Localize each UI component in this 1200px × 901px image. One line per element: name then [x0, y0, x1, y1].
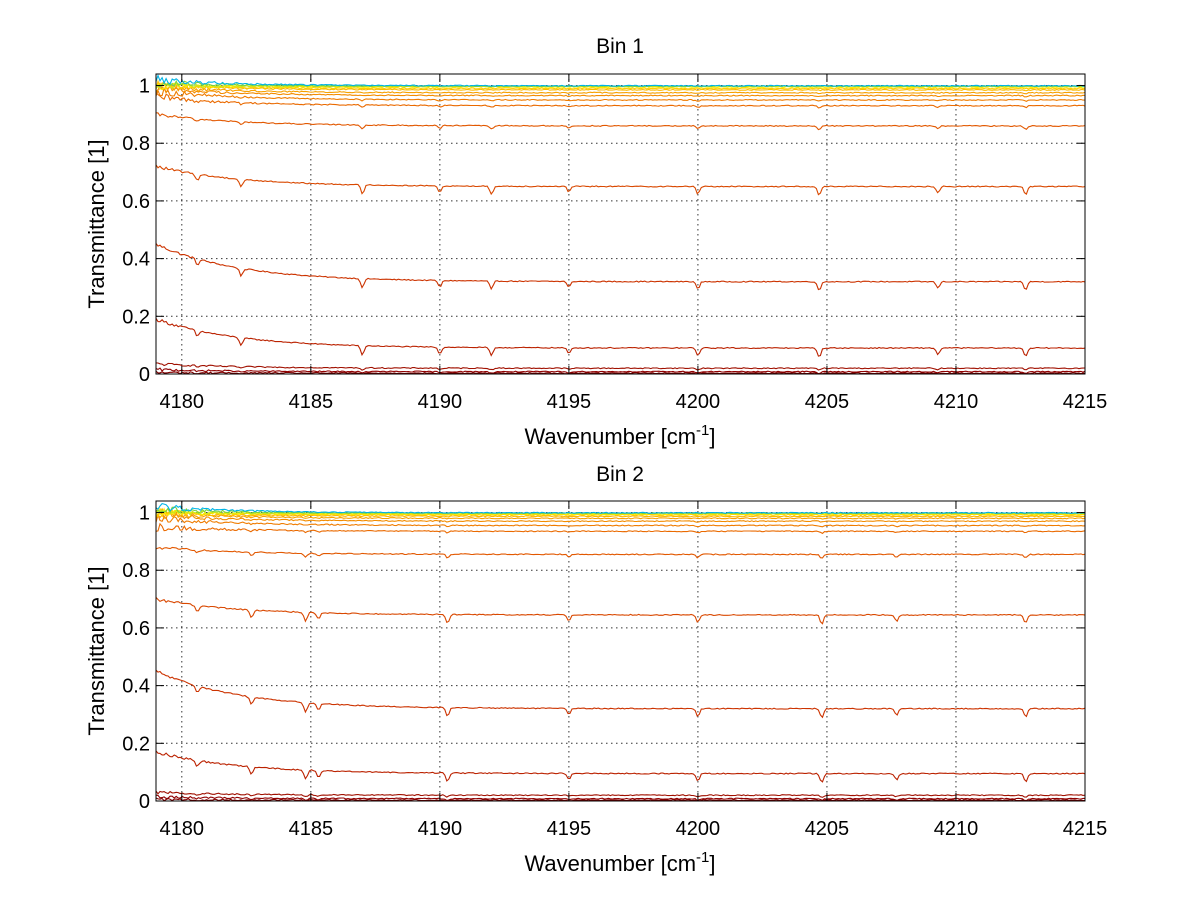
- x-tick-label: 4210: [934, 391, 979, 413]
- subplot-1-series: [156, 73, 1085, 374]
- subplot-2-xlabel-main: Wavenumber [cm: [524, 851, 696, 876]
- subplot-2-axes-box: [155, 500, 1086, 802]
- subplot-1-ticks: 4180 4185 4190 4195 4200 4205 4210 4215 0 0.2 0.4 0…: [122, 74, 1107, 413]
- spectrum-series-line: [156, 318, 1085, 357]
- x-tick-label: 4185: [289, 818, 334, 840]
- spectrum-series-line: [156, 81, 1085, 95]
- x-tick-label: 4195: [547, 818, 592, 840]
- spectrum-series-line: [156, 669, 1085, 719]
- x-tick-label: 4205: [805, 391, 850, 413]
- x-tick-label: 4200: [676, 818, 721, 840]
- subplot-2-xlabel-end: ]: [709, 851, 715, 876]
- subplot-2-series: [156, 502, 1085, 801]
- spectrum-series-line: [156, 112, 1085, 131]
- x-tick-label: 4200: [676, 391, 721, 413]
- spectrum-series-line: [156, 73, 1085, 87]
- y-tick-label: 0: [139, 364, 150, 386]
- subplot-2-title: Bin 2: [596, 463, 644, 486]
- subplot-bin-2: Bin 2 4180 4185 4190 4195 4200 4205 4210 4215 0 0…: [84, 463, 1107, 876]
- y-tick-label: 0.2: [122, 306, 150, 328]
- spectrum-series-line: [156, 522, 1085, 535]
- spectrum-series-line: [156, 243, 1085, 291]
- subplot-1-title: Bin 1: [596, 35, 644, 58]
- x-tick-label: 4180: [160, 391, 205, 413]
- spectrum-series-line: [156, 597, 1085, 625]
- y-tick-label: 0.8: [122, 133, 150, 155]
- subplot-2-xlabel: Wavenumber [cm-1]: [524, 849, 715, 876]
- x-tick-label: 4215: [1063, 818, 1108, 840]
- spectrum-series-line: [156, 502, 1085, 514]
- y-tick-label: 1: [139, 503, 150, 525]
- subplot-1-xlabel: Wavenumber [cm-1]: [524, 422, 715, 449]
- spectrum-series-line: [156, 513, 1085, 528]
- spectrum-series-line: [156, 164, 1085, 196]
- spectrum-series-line: [156, 507, 1085, 518]
- subplot-2-ylabel: Transmittance [1]: [84, 566, 109, 735]
- y-tick-label: 0.6: [122, 191, 150, 213]
- x-tick-label: 4190: [418, 818, 463, 840]
- subplot-1-grid: [156, 74, 1085, 374]
- y-tick-label: 0.8: [122, 560, 150, 582]
- y-tick-label: 0: [139, 791, 150, 813]
- spectrum-series-line: [156, 750, 1085, 783]
- spectrum-series-line: [156, 85, 1085, 98]
- subplot-2-grid: [156, 501, 1085, 801]
- spectrum-series-line: [156, 546, 1085, 559]
- x-tick-label: 4210: [934, 818, 979, 840]
- spectrum-series-line: [156, 81, 1085, 90]
- y-tick-label: 0.4: [122, 676, 150, 698]
- subplot-bin-1: Bin 1 4180 4185 4190 4195 4200 4205 4210 4215 0 0…: [84, 35, 1107, 449]
- spectrum-series-line: [156, 86, 1085, 103]
- x-tick-label: 4205: [805, 818, 850, 840]
- subplot-1-xlabel-sup: -1: [696, 422, 709, 439]
- y-tick-label: 0.4: [122, 249, 150, 271]
- x-tick-label: 4195: [547, 391, 592, 413]
- spectrum-series-line: [156, 92, 1085, 109]
- x-tick-label: 4180: [160, 818, 205, 840]
- spectrum-series-line: [156, 79, 1085, 92]
- y-tick-label: 1: [139, 76, 150, 98]
- subplot-2-xlabel-sup: -1: [696, 849, 709, 866]
- subplot-1-ylabel: Transmittance [1]: [84, 139, 109, 308]
- spectrum-series-line: [156, 511, 1085, 520]
- subplot-1-axes-box: [155, 73, 1086, 375]
- x-tick-label: 4215: [1063, 391, 1108, 413]
- x-tick-label: 4185: [289, 391, 334, 413]
- subplot-2-ticks: 4180 4185 4190 4195 4200 4205 4210 4215 0 0.2 0.4 0…: [122, 501, 1107, 840]
- subplot-1-xlabel-main: Wavenumber [cm: [524, 424, 696, 449]
- y-tick-label: 0.2: [122, 733, 150, 755]
- spectrum-series-line: [156, 512, 1085, 523]
- y-tick-label: 0.6: [122, 618, 150, 640]
- subplot-1-xlabel-end: ]: [709, 424, 715, 449]
- x-tick-label: 4190: [418, 391, 463, 413]
